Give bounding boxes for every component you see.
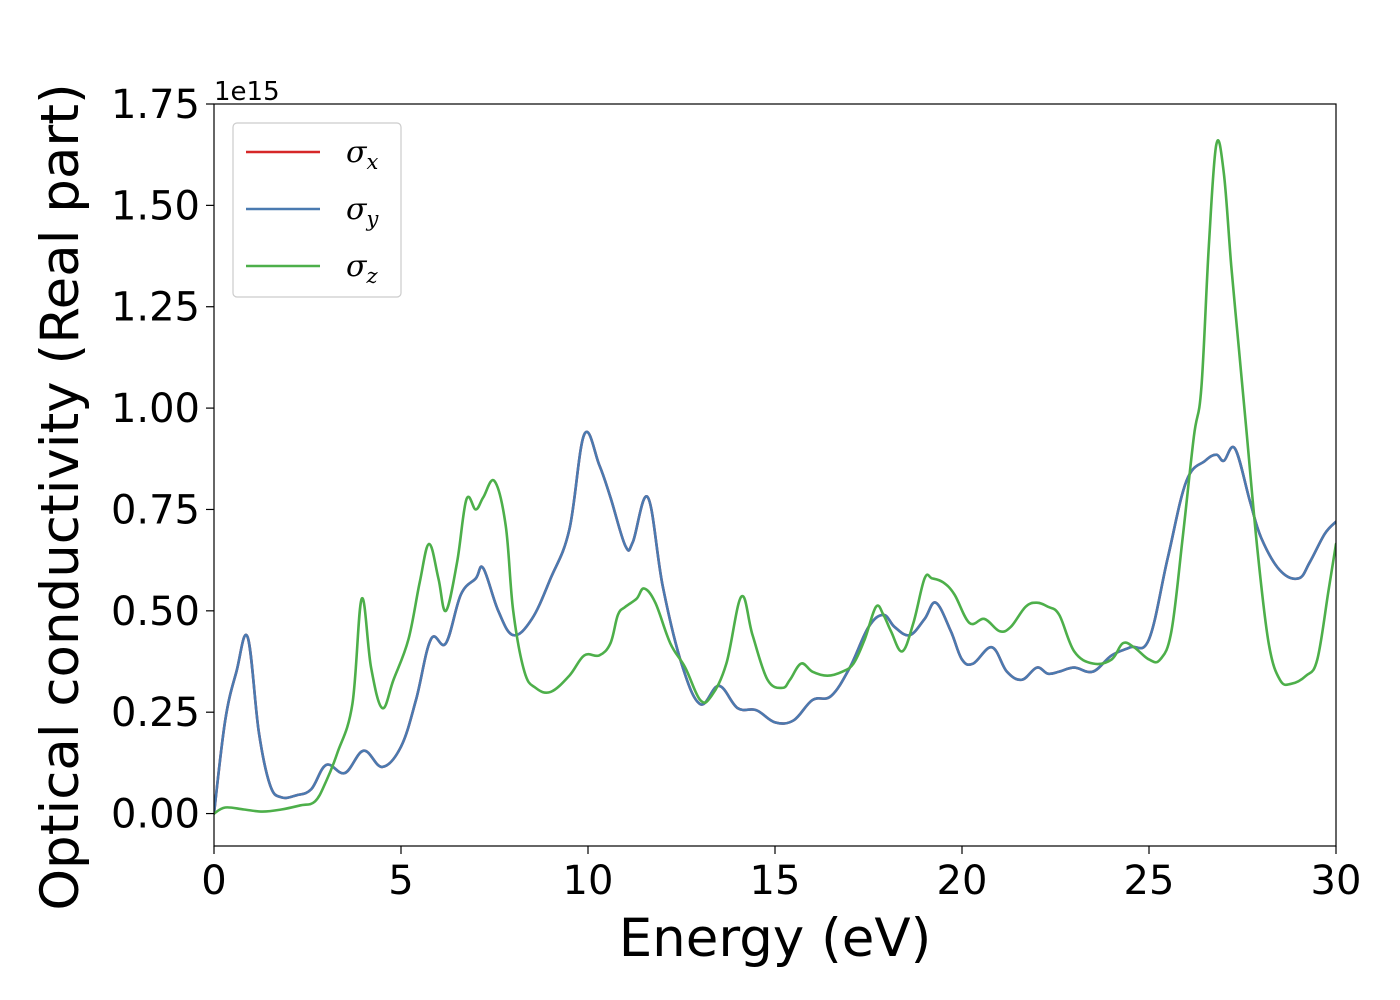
y-axis-offset-text: 1e15 bbox=[214, 77, 280, 107]
y-axis-label: Optical conductivity (Real part) bbox=[30, 83, 91, 910]
x-tick-label: 10 bbox=[563, 858, 614, 904]
y-tick-label: 1.50 bbox=[111, 183, 200, 229]
y-tick-label: 0.75 bbox=[111, 487, 200, 533]
x-tick-label: 0 bbox=[201, 858, 226, 904]
x-tick-label: 5 bbox=[388, 858, 413, 904]
y-tick-label: 0.50 bbox=[111, 589, 200, 635]
x-axis-label: Energy (eV) bbox=[619, 908, 932, 969]
y-tick-label: 0.25 bbox=[111, 690, 200, 736]
legend-label-y: σy bbox=[346, 192, 379, 231]
y-tick-label: 1.00 bbox=[111, 386, 200, 432]
x-tick-label: 30 bbox=[1311, 858, 1362, 904]
y-tick-label: 1.25 bbox=[111, 285, 200, 331]
legend-label-z: σz bbox=[346, 249, 378, 288]
x-tick-label: 15 bbox=[750, 858, 801, 904]
x-tick-label: 20 bbox=[937, 858, 988, 904]
y-axis-ticks: 0.00 0.25 0.50 0.75 1.00 1.25 1.50 1.75 bbox=[111, 82, 214, 838]
y-tick-label: 1.75 bbox=[111, 82, 200, 128]
y-tick-label: 0.00 bbox=[111, 792, 200, 838]
series-line-z bbox=[214, 139, 1336, 815]
legend: σx σy σz bbox=[232, 122, 402, 298]
x-tick-label: 25 bbox=[1124, 858, 1175, 904]
x-axis-ticks: 0 5 10 15 20 25 30 bbox=[201, 846, 1361, 904]
series-line-y bbox=[214, 430, 1336, 815]
series-layer bbox=[214, 139, 1336, 815]
legend-label-x: σx bbox=[346, 135, 378, 174]
